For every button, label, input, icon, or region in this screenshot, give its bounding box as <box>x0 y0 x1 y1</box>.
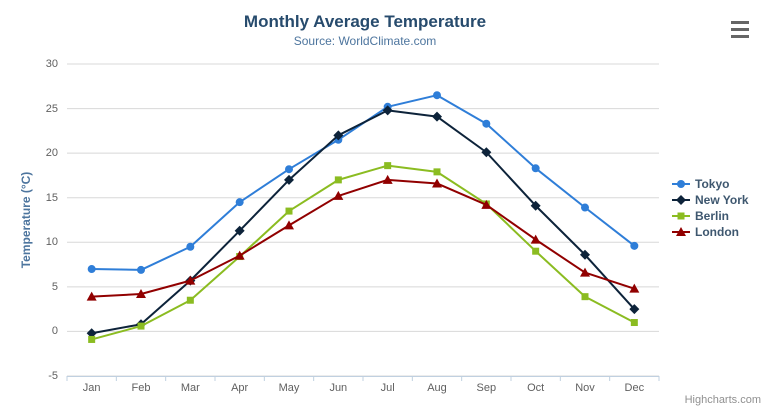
legend-symbol <box>672 227 690 236</box>
series-line <box>90 164 636 341</box>
x-axis-label: Apr <box>231 382 249 394</box>
marker-triangle <box>234 250 245 260</box>
y-axis-label: 25 <box>45 102 58 115</box>
x-axis-label: Dec <box>624 382 645 394</box>
hamburger-icon[interactable] <box>729 19 751 39</box>
marker-square <box>137 322 145 330</box>
marker-triangle <box>333 190 344 200</box>
y-axis-label: 0 <box>51 325 58 338</box>
legend-label: New York <box>695 193 749 207</box>
y-axis-label: 30 <box>45 58 58 70</box>
legend-symbol <box>672 195 690 205</box>
y-axis-label: -5 <box>48 370 58 382</box>
marker-diamond <box>86 328 97 339</box>
marker-square <box>384 162 392 170</box>
marker-diamond <box>676 195 686 205</box>
marker-square <box>630 319 638 327</box>
y-axis-label: 5 <box>51 280 58 293</box>
x-axis-label: Nov <box>575 382 595 394</box>
marker-circle <box>581 203 589 212</box>
marker-diamond <box>432 111 442 122</box>
marker-square <box>581 293 589 301</box>
legend-label: Berlin <box>695 209 730 223</box>
legend-item-new-york[interactable]: New York <box>671 192 749 208</box>
x-axis-label: Jun <box>329 382 348 394</box>
marker-triangle <box>382 174 393 184</box>
marker-circle <box>235 198 244 207</box>
marker-diamond <box>382 105 393 116</box>
marker-square <box>677 212 685 220</box>
marker-circle <box>87 265 96 274</box>
marker-diamond <box>481 147 492 158</box>
chart-subtitle: Source: WorldClimate.com <box>293 34 437 48</box>
series-line <box>90 178 636 298</box>
x-axis-label: Oct <box>527 382 545 394</box>
series-new-york[interactable] <box>86 105 640 339</box>
marker-square <box>334 176 342 184</box>
series-line <box>90 109 636 335</box>
legend: Tokyo New York Berlin London <box>671 176 749 240</box>
marker-circle <box>531 164 540 173</box>
marker-circle <box>285 165 293 174</box>
y-axis-label: 20 <box>45 147 58 160</box>
marker-diamond <box>333 130 344 141</box>
marker-triangle <box>86 291 97 301</box>
marker-square <box>88 335 96 343</box>
marker-circle <box>677 180 685 188</box>
legend-label: London <box>695 225 739 239</box>
marker-diamond <box>629 304 640 315</box>
y-axis-label: 15 <box>45 191 58 204</box>
marker-square <box>433 168 441 176</box>
credits-link[interactable]: Highcharts.com <box>684 394 761 406</box>
marker-triangle <box>580 267 590 277</box>
series-tokyo[interactable] <box>87 91 639 274</box>
legend-item-berlin[interactable]: Berlin <box>671 208 749 224</box>
legend-symbol <box>672 212 690 220</box>
hamburger-bar <box>731 35 749 38</box>
marker-triangle <box>136 288 146 298</box>
marker-square <box>532 247 540 255</box>
x-axis-label: Aug <box>427 382 447 394</box>
series-line <box>90 94 636 271</box>
marker-circle <box>186 242 195 251</box>
marker-triangle <box>676 227 686 236</box>
x-axis-label: Jan <box>82 382 101 394</box>
x-axis-label: Jul <box>380 382 395 394</box>
marker-triangle <box>432 178 442 188</box>
x-axis-label: May <box>278 382 300 394</box>
chart-title: Monthly Average Temperature <box>243 12 487 31</box>
legend-item-london[interactable]: London <box>671 224 749 240</box>
marker-diamond <box>530 200 541 211</box>
x-axis-label: Mar <box>180 382 200 394</box>
marker-triangle <box>530 234 541 244</box>
marker-circle <box>630 241 639 250</box>
legend-label: Tokyo <box>695 177 730 191</box>
legend-item-tokyo[interactable]: Tokyo <box>671 176 749 192</box>
marker-diamond <box>284 174 294 185</box>
marker-triangle <box>284 220 294 230</box>
marker-square <box>285 207 293 215</box>
marker-circle <box>137 265 145 274</box>
marker-diamond <box>234 225 245 236</box>
marker-square <box>186 296 194 304</box>
marker-diamond <box>580 249 590 260</box>
marker-triangle <box>185 275 196 285</box>
marker-triangle <box>629 283 640 293</box>
y-axis-label: 10 <box>45 236 58 249</box>
x-axis-label: Feb <box>131 382 151 394</box>
marker-circle <box>482 119 491 128</box>
series-london[interactable] <box>86 174 640 301</box>
legend-symbol <box>672 180 690 188</box>
hamburger-bar <box>731 21 749 24</box>
marker-circle <box>433 91 441 100</box>
hamburger-bar <box>731 28 749 31</box>
marker-triangle <box>481 199 492 209</box>
x-axis-label: Sep <box>476 382 497 394</box>
